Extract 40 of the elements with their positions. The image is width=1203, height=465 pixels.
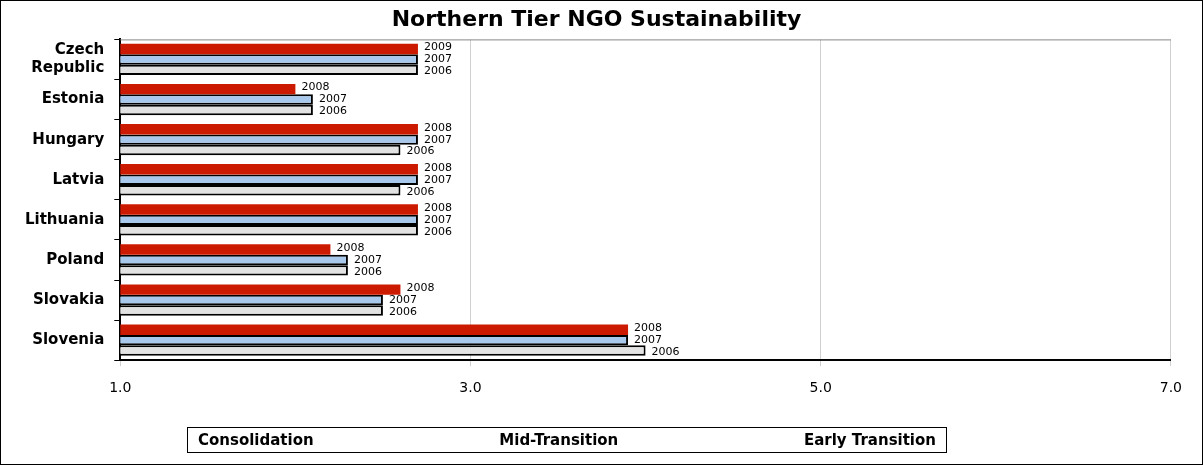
text: 2008 xyxy=(406,280,435,294)
series-label: 2006 xyxy=(423,64,452,78)
text: Mid-Transition xyxy=(499,431,619,449)
x-tick-label: 5.0 xyxy=(809,379,832,396)
text: 2006 xyxy=(388,304,417,318)
y-tick-label: Estonia xyxy=(41,89,105,108)
text: Consolidation xyxy=(198,431,314,449)
y-tick-label: Latvia xyxy=(52,169,105,188)
text: 2008 xyxy=(423,160,452,174)
text: 2006 xyxy=(353,264,382,278)
y-tick-label: Slovenia xyxy=(32,330,105,349)
series-label: 2007 xyxy=(423,52,452,66)
text: 2008 xyxy=(423,200,452,214)
y-tick-label: Lithuania xyxy=(25,209,105,228)
text: 2007 xyxy=(423,172,452,186)
text: Early Transition xyxy=(803,431,936,449)
text: 2006 xyxy=(651,344,680,358)
text: 2008 xyxy=(336,240,365,254)
text: 2007 xyxy=(318,92,347,106)
y-tick-label: Slovakia xyxy=(32,289,105,308)
text: 2006 xyxy=(406,144,435,158)
text: 2006 xyxy=(423,224,452,238)
y-tick-label: Hungary xyxy=(32,129,105,148)
x-tick-label: 1.0 xyxy=(109,379,132,396)
text: 2007 xyxy=(388,292,417,306)
y-tick-label: Czech Republic xyxy=(31,40,105,77)
text: 2007 xyxy=(423,212,452,226)
x-tick-label: 7.0 xyxy=(1159,379,1182,396)
text: 2008 xyxy=(423,120,452,134)
y-tick-label: Poland xyxy=(46,249,105,268)
text: 2007 xyxy=(634,333,663,347)
x-tick-label: 3.0 xyxy=(459,379,482,396)
text: 2007 xyxy=(353,252,382,266)
text: 2008 xyxy=(634,321,663,335)
series-label: 2008 xyxy=(301,80,330,94)
text: 2007 xyxy=(423,132,452,146)
text: 2006 xyxy=(318,104,347,118)
chart-title: Northern Tier NGO Sustainability xyxy=(391,5,802,31)
text: 2006 xyxy=(406,184,435,198)
annotation: 2009 xyxy=(423,40,452,54)
